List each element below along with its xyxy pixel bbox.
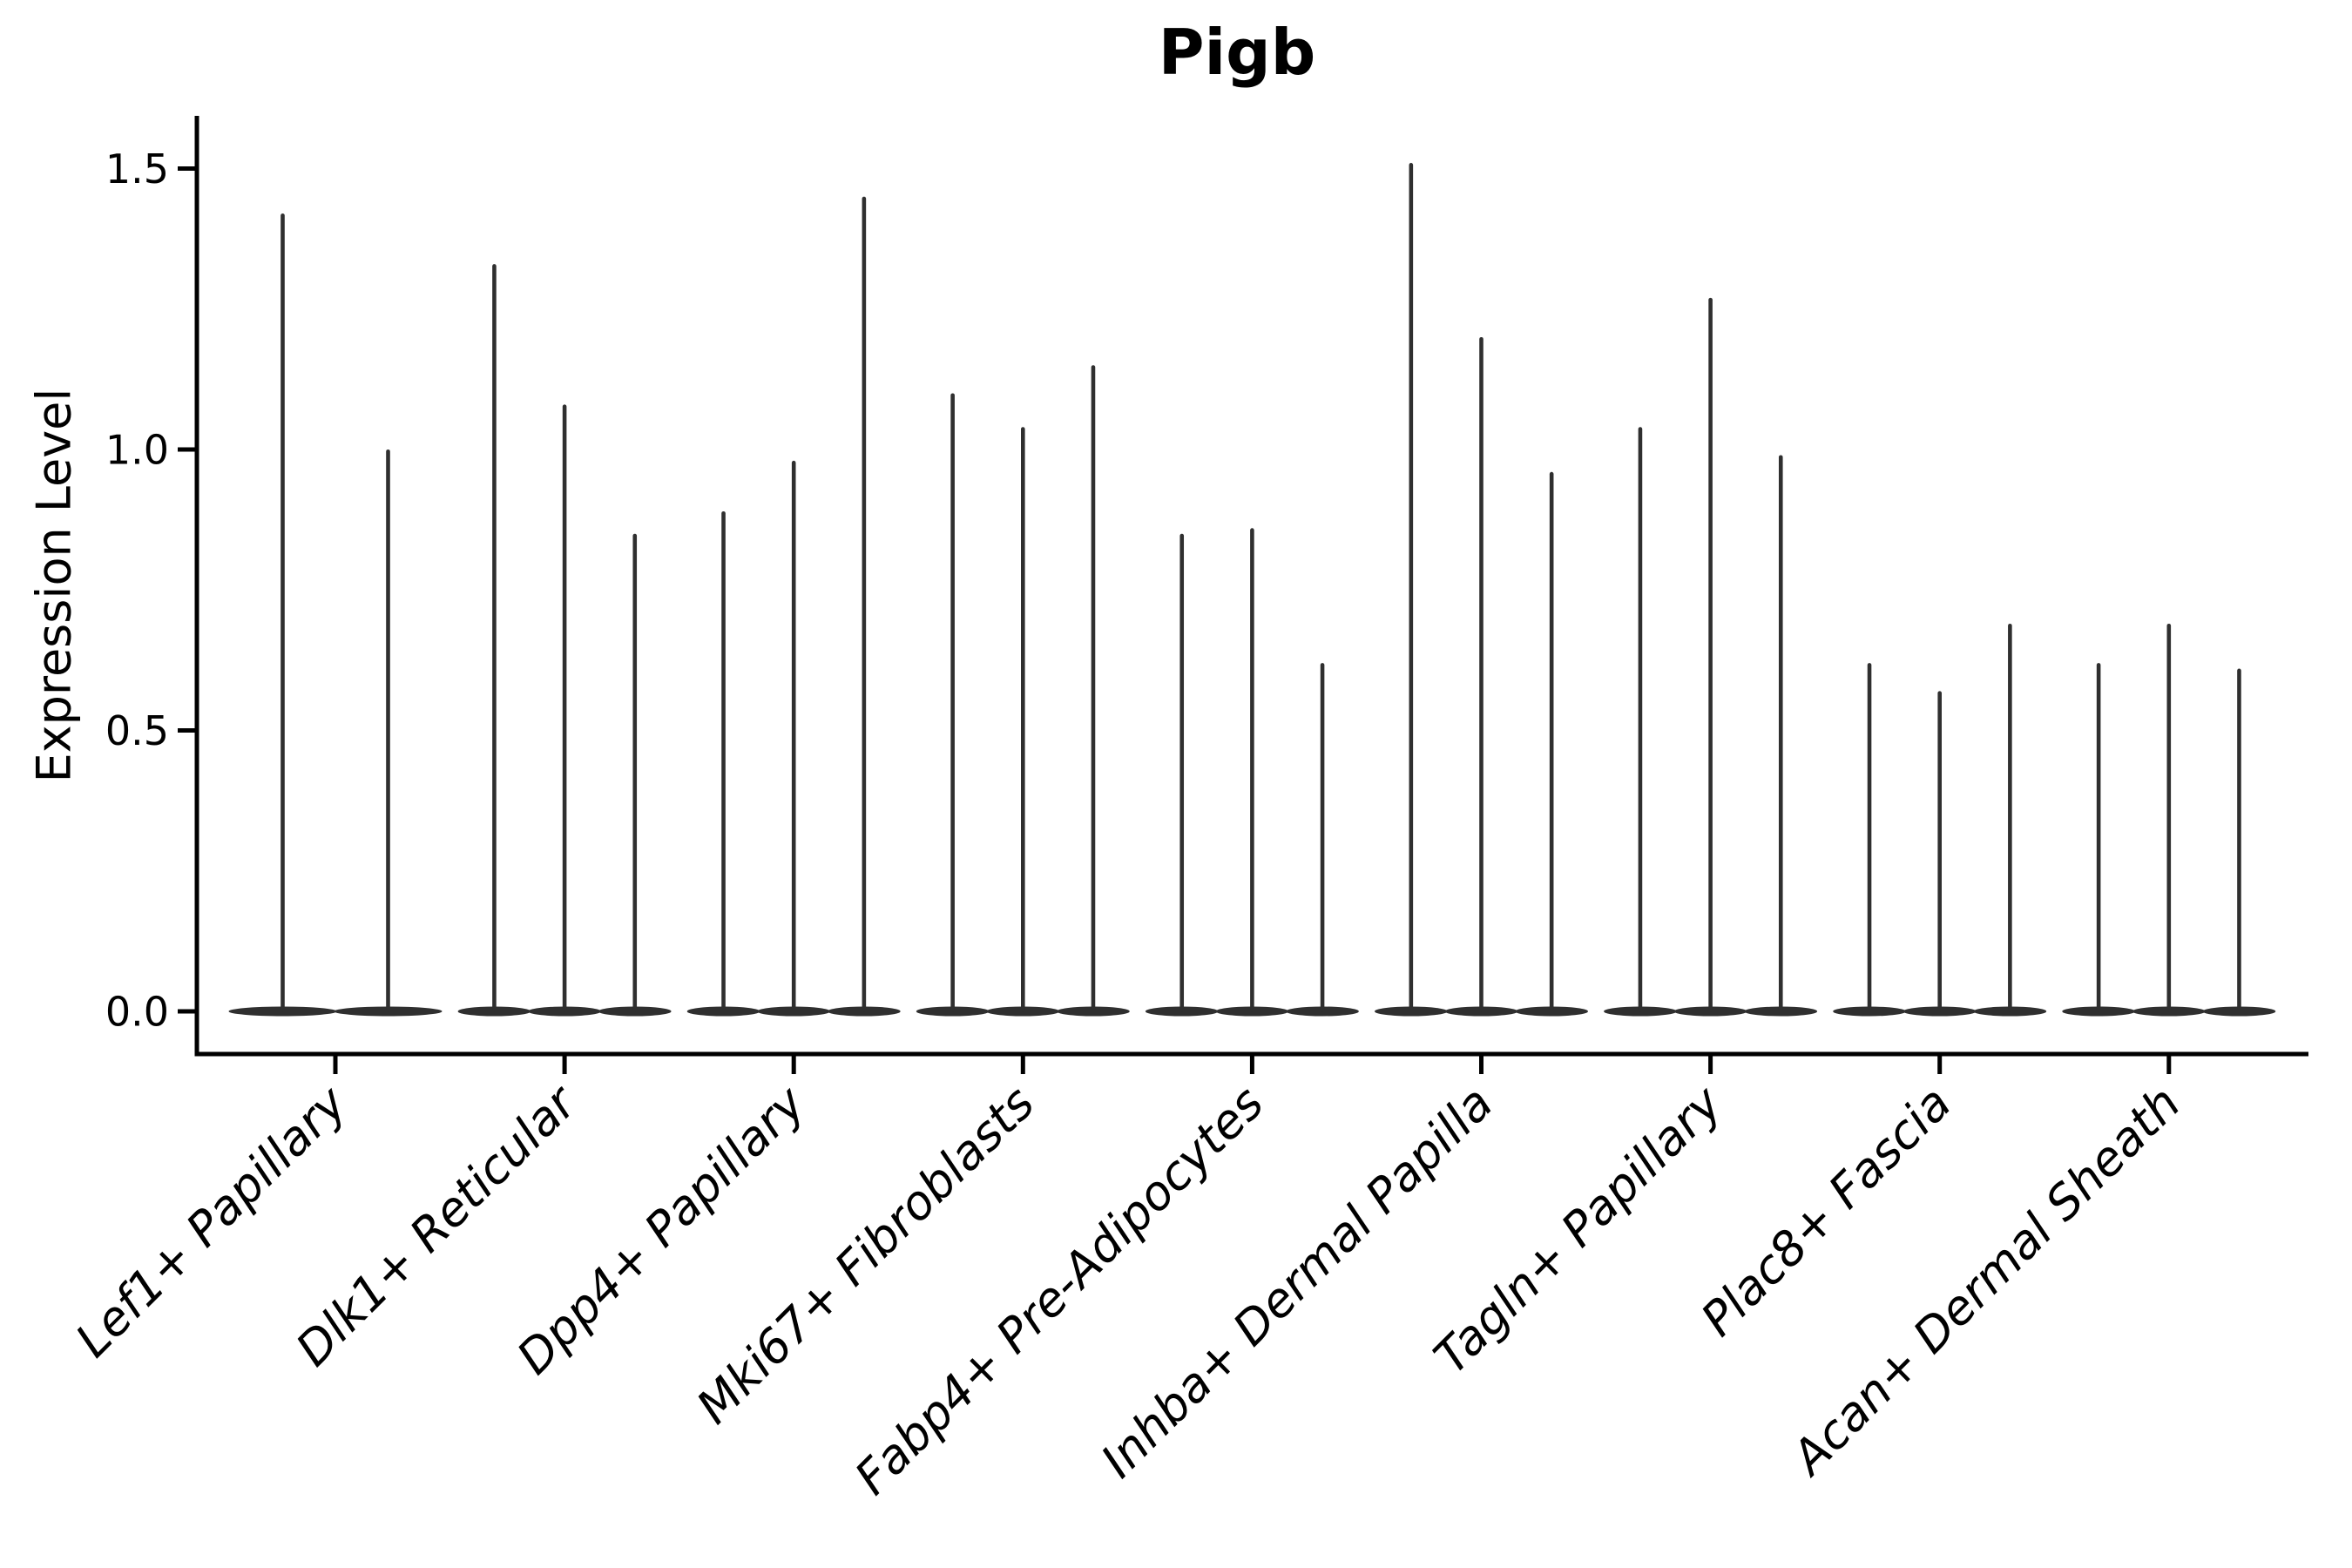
category-label: Inhba+ Dermal Papilla: [1091, 1076, 1504, 1489]
category-label: Fabp4+ Pre-Adipocytes: [844, 1076, 1274, 1505]
y-tick-label: 1.0: [105, 427, 169, 474]
y-tick-label: 0.0: [105, 989, 169, 1036]
violin-group: [2062, 623, 2276, 1017]
y-tick-label: 0.5: [105, 707, 169, 754]
violin-group: [1145, 528, 1359, 1017]
chart-title: Pigb: [1158, 16, 1316, 89]
violin-group: [228, 213, 443, 1017]
violin-group: [916, 365, 1130, 1017]
violin-group: [1833, 623, 2047, 1017]
violin-group: [457, 264, 672, 1017]
y-tick-label: 1.5: [105, 145, 169, 193]
violin-group: [686, 196, 901, 1017]
category-label: Acan+ Dermal Sheath: [1780, 1076, 2191, 1487]
violin-group: [1604, 297, 1818, 1017]
violin-group: [1375, 163, 1588, 1017]
